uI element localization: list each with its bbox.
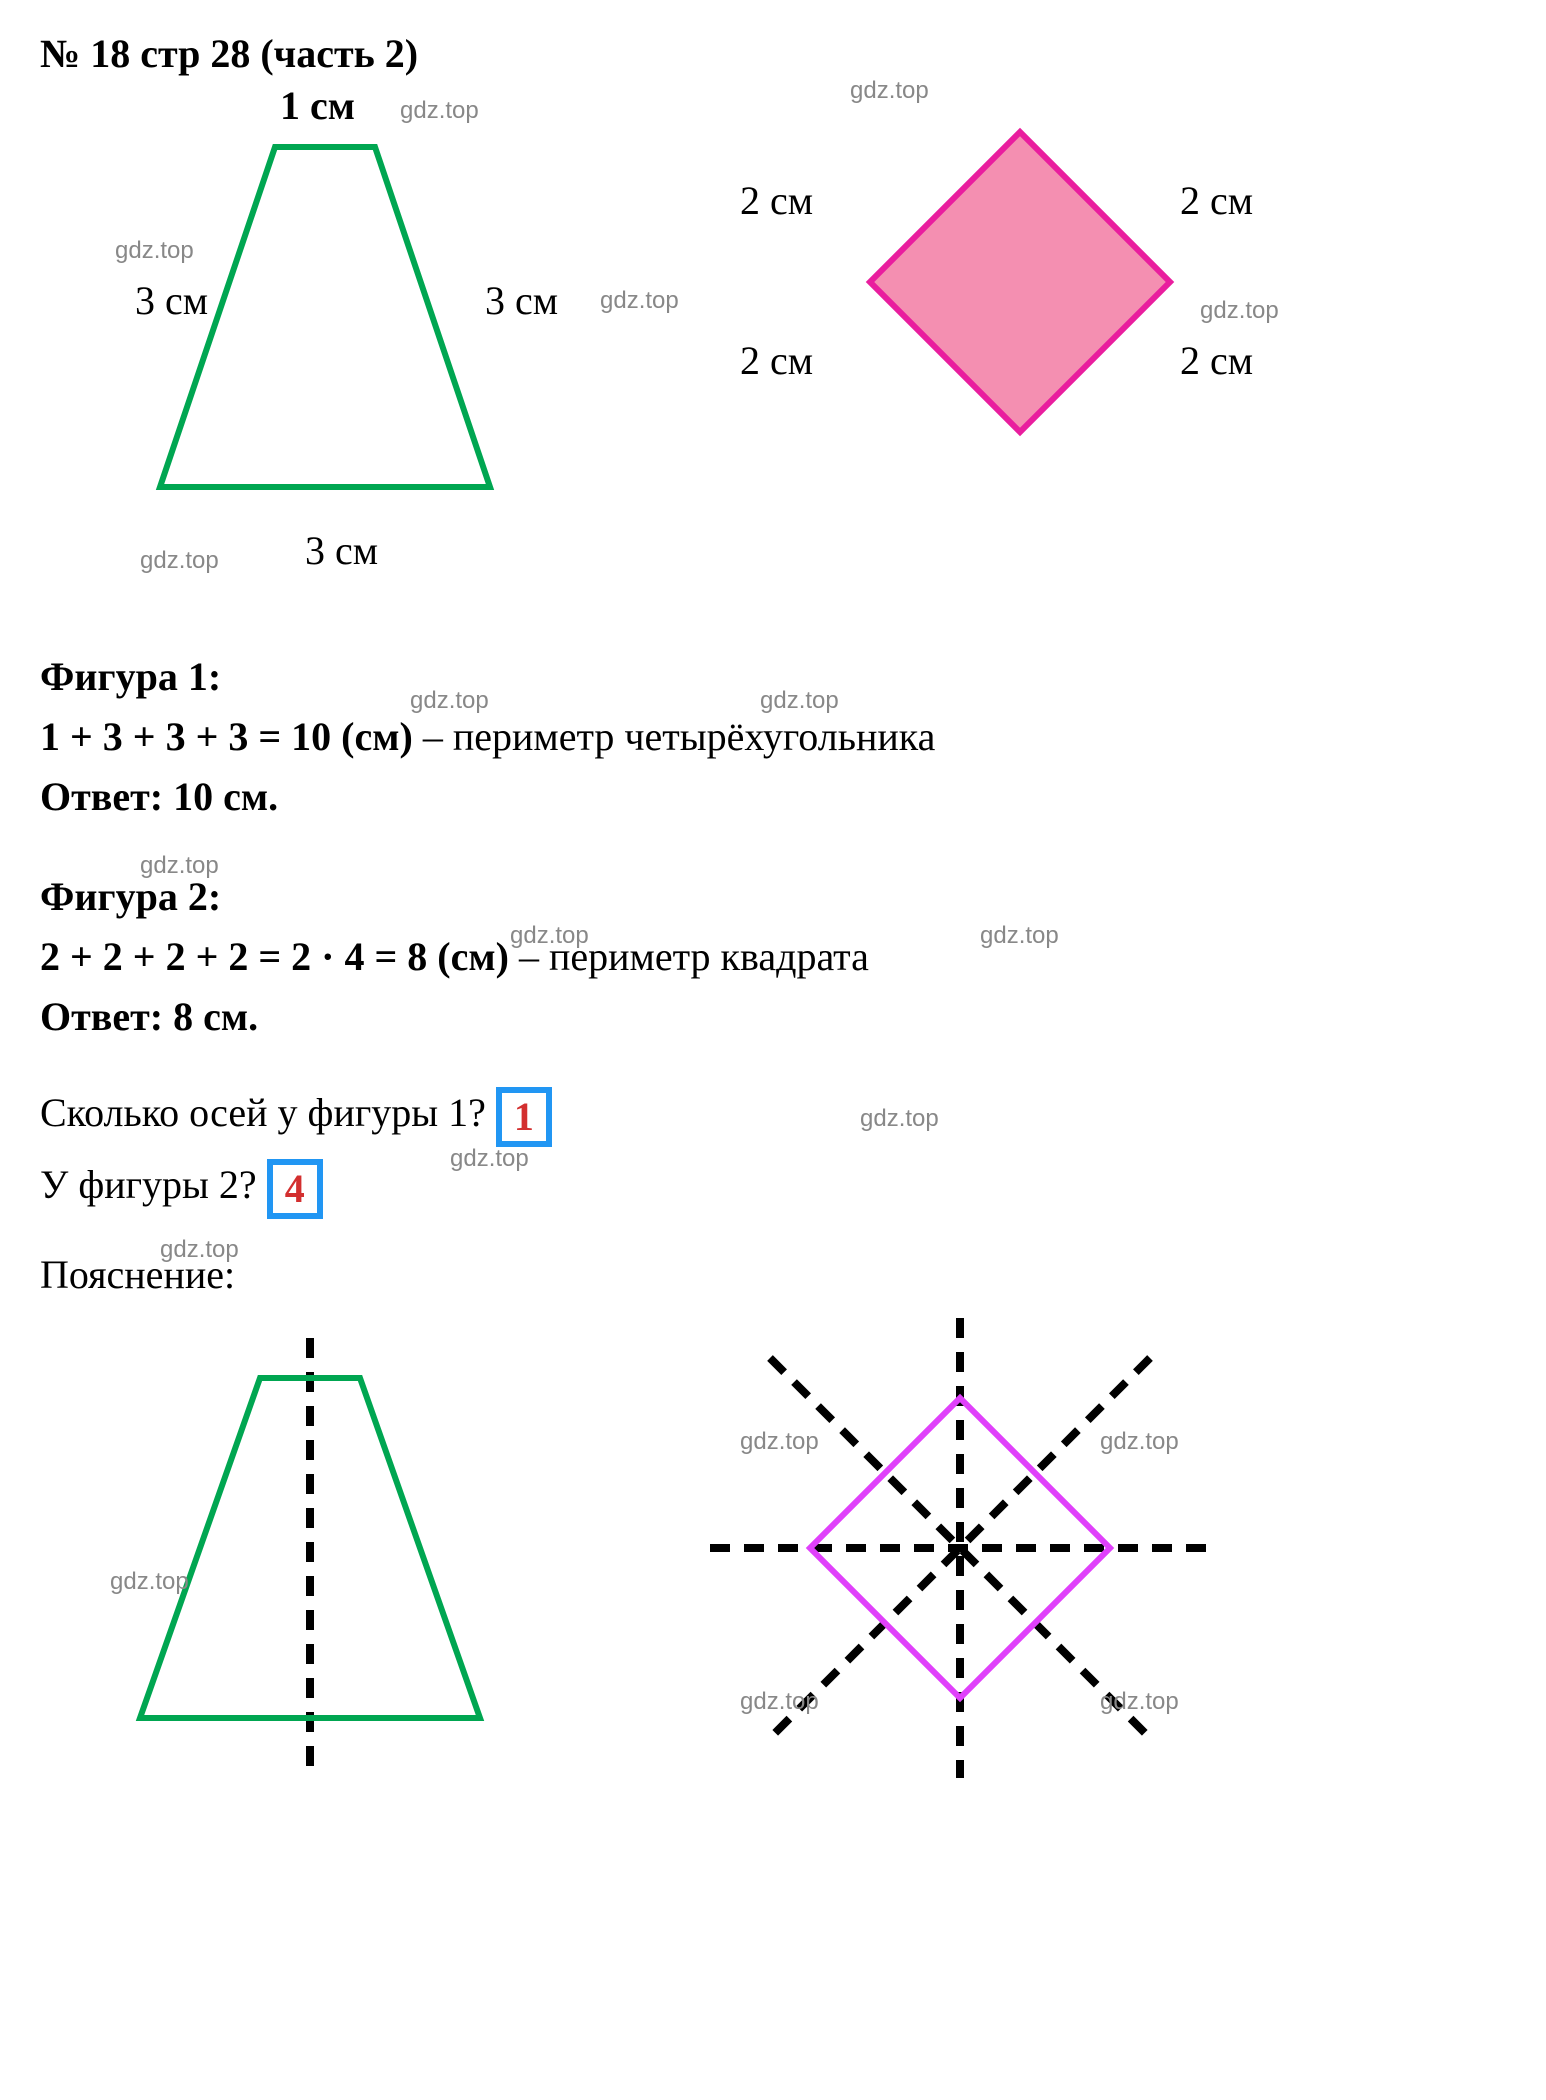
sq-tl-label: 2 см bbox=[740, 177, 813, 224]
sol2-answer: Ответ: 8 см. bbox=[40, 987, 1506, 1047]
sol1-answer: Ответ: 10 см. bbox=[40, 767, 1506, 827]
trap-right-label: 3 см bbox=[485, 277, 558, 324]
solution1-block: Фигура 1: 1 + 3 + 3 + 3 = 10 (см) – пери… bbox=[40, 647, 1506, 827]
watermark: gdz.top bbox=[850, 77, 929, 105]
sq-br-label: 2 см bbox=[1180, 337, 1253, 384]
watermark: gdz.top bbox=[760, 687, 839, 715]
page-title: № 18 стр 28 (часть 2) bbox=[40, 30, 1506, 77]
watermark: gdz.top bbox=[400, 97, 479, 125]
trap-left-label: 3 см bbox=[135, 277, 208, 324]
sol2-expr: 2 + 2 + 2 + 2 = 2 · 4 = 8 (см) bbox=[40, 934, 509, 979]
watermark: gdz.top bbox=[980, 922, 1059, 950]
sol2-heading: Фигура 2: bbox=[40, 867, 1506, 927]
axes-q2: У фигуры 2? bbox=[40, 1162, 257, 1207]
axes-a2-box: 4 bbox=[267, 1159, 323, 1219]
sol1-desc: – периметр четырёхугольника bbox=[413, 714, 936, 759]
watermark: gdz.top bbox=[600, 287, 679, 315]
sq-bl-label: 2 см bbox=[740, 337, 813, 384]
watermark: gdz.top bbox=[140, 852, 219, 880]
trap-with-axis bbox=[120, 1338, 540, 1788]
figures-diagram: 1 см 3 см 3 см 3 см 2 см 2 см 2 см 2 см … bbox=[40, 77, 1506, 637]
watermark: gdz.top bbox=[510, 922, 589, 950]
trap-top-label: 1 см bbox=[280, 82, 355, 129]
explanation-diagram: gdz.top gdz.top gdz.top gdz.top gdz.top bbox=[40, 1308, 1506, 1828]
watermark: gdz.top bbox=[740, 1688, 819, 1716]
watermark: gdz.top bbox=[450, 1137, 529, 1180]
trapezoid-shape bbox=[150, 137, 550, 517]
sol1-expr: 1 + 3 + 3 + 3 = 10 (см) bbox=[40, 714, 413, 759]
square-shape bbox=[860, 122, 1180, 442]
watermark: gdz.top bbox=[740, 1428, 819, 1456]
axes-questions: Сколько осей у фигуры 1? 1 У фигуры 2? 4… bbox=[40, 1077, 1506, 1221]
trap-bottom-label: 3 см bbox=[305, 527, 378, 574]
sq-tr-label: 2 см bbox=[1180, 177, 1253, 224]
watermark: gdz.top bbox=[110, 1568, 189, 1596]
watermark: gdz.top bbox=[115, 237, 194, 265]
watermark: gdz.top bbox=[410, 687, 489, 715]
square-with-axes bbox=[680, 1308, 1240, 1788]
explanation-label: Пояснение: bbox=[40, 1251, 1506, 1298]
watermark: gdz.top bbox=[1100, 1688, 1179, 1716]
watermark: gdz.top bbox=[1100, 1428, 1179, 1456]
watermark: gdz.top bbox=[160, 1236, 239, 1264]
watermark: gdz.top bbox=[1200, 297, 1279, 325]
axes-q1: Сколько осей у фигуры 1? bbox=[40, 1090, 486, 1135]
watermark: gdz.top bbox=[860, 1097, 939, 1140]
watermark: gdz.top bbox=[140, 547, 219, 575]
solution2-block: Фигура 2: 2 + 2 + 2 + 2 = 2 · 4 = 8 (см)… bbox=[40, 867, 1506, 1047]
